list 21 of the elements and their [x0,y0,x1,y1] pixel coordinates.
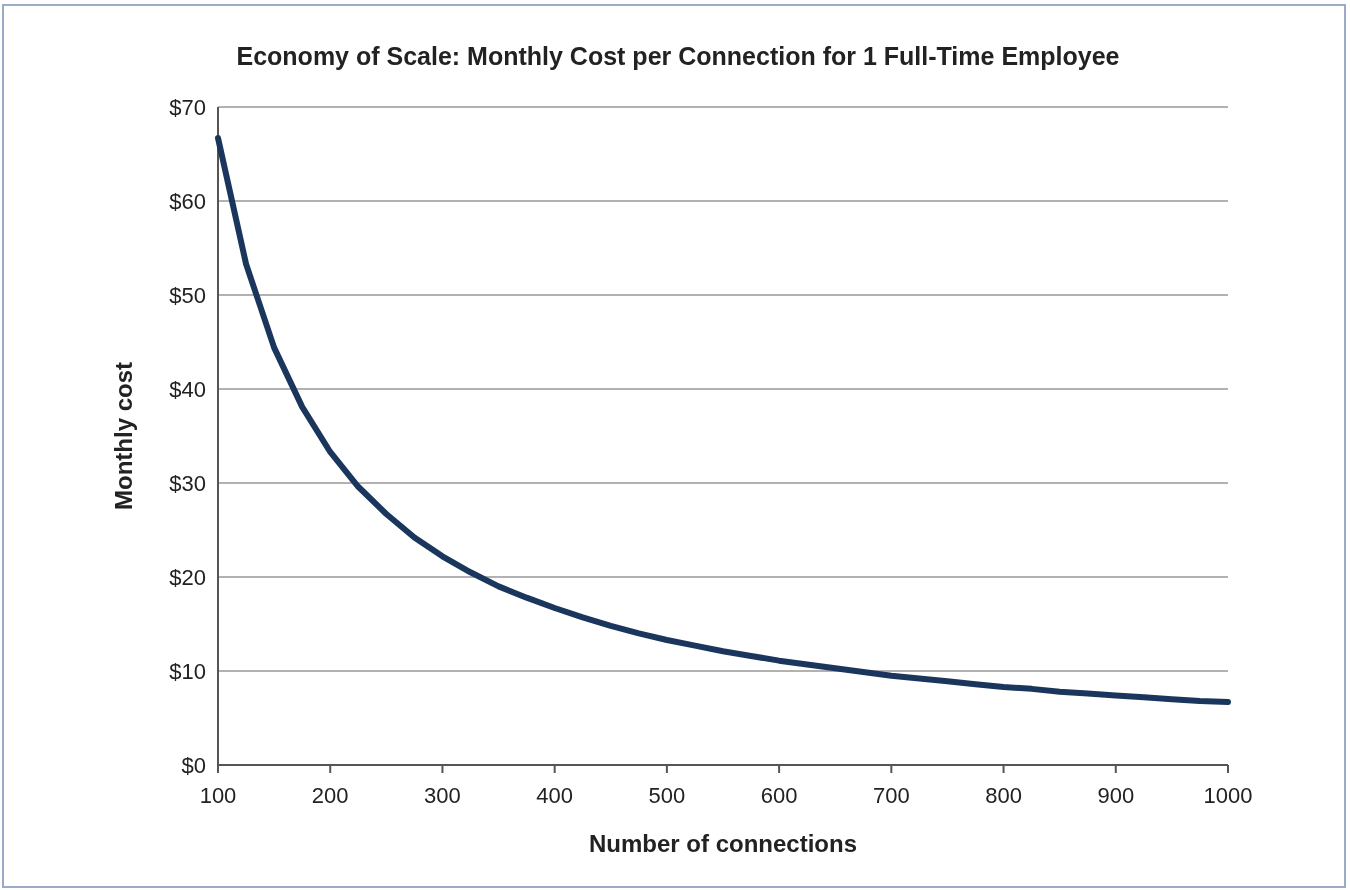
x-tick-label: 600 [760,783,798,808]
chart-title: Economy of Scale: Monthly Cost per Connection for 1 Full-Time Employee [236,42,1120,70]
x-tick-label: 900 [1097,783,1135,808]
x-tick-label: 300 [424,783,461,808]
x-tick-label: 400 [536,783,574,808]
y-tick-label: $10 [169,659,206,684]
y-tick-label: $20 [169,565,206,590]
x-tick-label: 200 [311,783,349,808]
x-tick-label: 1000 [1203,783,1253,808]
y-tick-label: $40 [169,377,206,402]
y-tick-label: $50 [169,283,206,308]
x-tick-label: 700 [872,783,910,808]
x-tick-label: 100 [199,783,237,808]
y-tick-label: $0 [181,753,206,778]
x-tick-label: 800 [985,783,1022,808]
y-tick-label: $60 [169,189,206,214]
y-tick-label: $30 [169,471,206,496]
x-tick-label: 500 [648,783,686,808]
y-tick-label: $70 [169,95,206,120]
x-axis-title: Number of connections [588,830,858,857]
y-axis-title: Monthly cost [110,362,137,510]
